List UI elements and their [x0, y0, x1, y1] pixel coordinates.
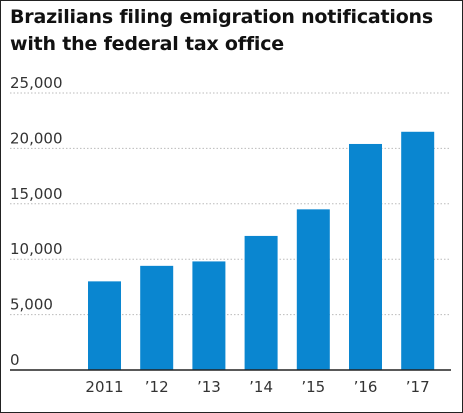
- x-axis-tick-labels: 2011 ’12 ’13 ’14 ’15 ’16 ’17: [85, 378, 429, 396]
- y-tick-label: 20,000: [10, 129, 63, 147]
- x-tick-label: ’13: [197, 378, 221, 396]
- gridlines: [10, 92, 451, 316]
- y-tick-label: 15,000: [10, 185, 63, 203]
- bar-2: [192, 261, 226, 370]
- y-tick-label: 10,000: [10, 240, 63, 258]
- y-tick-label: 5,000: [10, 296, 53, 314]
- x-tick-label: ’16: [354, 378, 378, 396]
- bars: [88, 131, 435, 370]
- bar-4: [296, 209, 330, 370]
- bar-6: [401, 131, 435, 370]
- x-tick-label: ’12: [145, 378, 169, 396]
- x-tick-label: ’17: [406, 378, 430, 396]
- y-axis-tick-labels: 0 5,000 10,000 15,000 20,000 25,000: [10, 74, 63, 369]
- y-tick-label: 25,000: [10, 74, 63, 92]
- x-tick-label: 2011: [85, 378, 123, 396]
- chart-title: Brazilians filing emigration notificatio…: [10, 6, 433, 55]
- bar-5: [349, 143, 382, 370]
- x-tick-label: ’14: [249, 378, 273, 396]
- bar-3: [244, 235, 278, 370]
- bar-0: [88, 281, 121, 370]
- bar-1: [140, 265, 174, 370]
- x-tick-label: ’15: [301, 378, 325, 396]
- y-tick-label: 0: [10, 351, 20, 369]
